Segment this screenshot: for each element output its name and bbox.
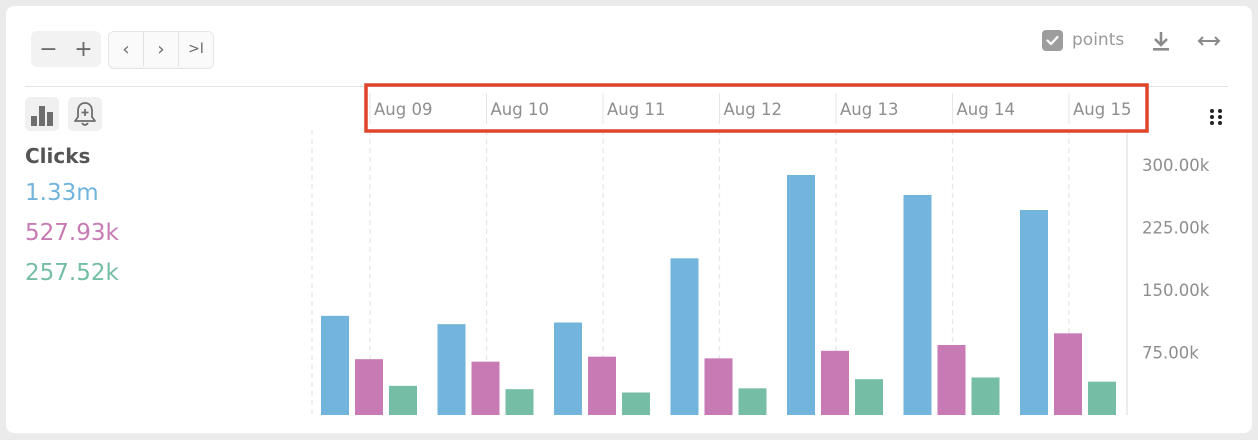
bar (321, 315, 349, 415)
x-tick-label: Aug 15 (1073, 100, 1131, 119)
y-tick-label: 75.00k (1142, 344, 1199, 363)
zoom-in-button[interactable]: + (74, 36, 93, 62)
total-value-series-2: 527.93k (25, 220, 119, 246)
checkmark-icon (1046, 35, 1059, 45)
bar-chart: Aug 09 Aug 10 Aug 11 Aug 12 Aug 13 Aug 14 Aug … (311, 83, 1210, 415)
x-tick-label: Aug 12 (724, 100, 782, 119)
zoom-controls: − + (31, 31, 101, 67)
jump-to-end-button[interactable]: >I (179, 32, 213, 66)
bar (588, 356, 616, 415)
x-tick-label: Aug 09 (374, 100, 432, 119)
points-checkbox[interactable] (1042, 29, 1063, 51)
navigation-controls: ‹ › >I (108, 31, 214, 69)
y-tick-label: 225.00k (1142, 219, 1210, 238)
x-axis-highlight-box (364, 83, 1149, 133)
bar-chart-icon[interactable] (25, 97, 59, 131)
points-toggle[interactable]: points (1042, 29, 1124, 51)
bar (670, 258, 699, 415)
add-alert-bell-icon[interactable] (68, 97, 102, 131)
bar (437, 324, 466, 415)
bar (471, 361, 500, 415)
y-tick-label: 150.00k (1142, 281, 1210, 300)
bar (738, 388, 767, 415)
bar (787, 175, 815, 415)
previous-button[interactable]: ‹ (109, 32, 144, 66)
bar (389, 385, 417, 415)
points-label: points (1072, 30, 1125, 50)
bar (1020, 210, 1048, 415)
bar (821, 350, 849, 415)
bar (971, 377, 1000, 415)
download-icon[interactable] (1148, 28, 1174, 54)
metric-title: Clicks (25, 144, 91, 168)
bar (1088, 381, 1116, 415)
bar (855, 379, 883, 415)
bar (903, 195, 932, 415)
total-value-series-3: 257.52k (25, 260, 119, 286)
x-tick-label: Aug 14 (957, 100, 1015, 119)
zoom-out-button[interactable]: − (39, 36, 58, 62)
x-tick-label: Aug 11 (607, 100, 665, 119)
bar (937, 345, 966, 415)
bar (1054, 333, 1082, 415)
total-value-series-1: 1.33m (25, 180, 99, 206)
chart-card: − + ‹ › >I points (6, 6, 1252, 433)
x-tick-label: Aug 10 (491, 100, 549, 119)
bar (704, 358, 733, 415)
bar (505, 389, 534, 415)
expand-horizontal-icon[interactable] (1196, 28, 1222, 54)
bar (355, 359, 383, 415)
bar (554, 322, 582, 415)
bar (622, 392, 650, 415)
y-tick-label: 300.00k (1142, 156, 1210, 175)
x-tick-label: Aug 13 (840, 100, 898, 119)
drag-handle-icon[interactable] (1205, 106, 1227, 128)
next-button[interactable]: › (144, 32, 179, 66)
